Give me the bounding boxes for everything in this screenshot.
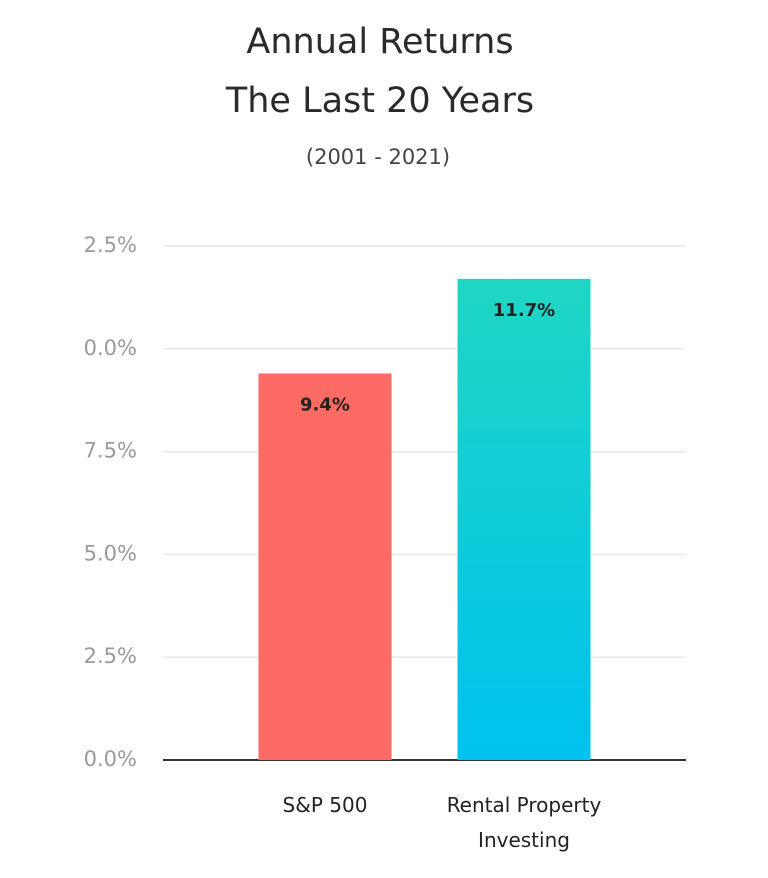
y-tick-label: 0.0% [84, 336, 137, 360]
value-label: 11.7% [493, 300, 555, 321]
y-tick-label: 2.5% [84, 233, 137, 257]
value-label: 9.4% [300, 394, 350, 415]
chart-title: Annual Returns [246, 22, 513, 62]
y-tick-label: 2.5% [84, 644, 137, 668]
x-tick-label: S&P 500 [282, 793, 368, 817]
chart-subtitle: (2001 - 2021) [306, 145, 450, 169]
bar [457, 278, 591, 760]
bar [258, 373, 392, 760]
y-tick-label: 0.0% [84, 747, 137, 771]
chart-title: The Last 20 Years [225, 81, 534, 121]
x-tick-label: Rental Property Investing [446, 793, 602, 852]
y-tick-label: 5.0% [84, 541, 137, 565]
y-tick-label: 7.5% [84, 439, 137, 463]
